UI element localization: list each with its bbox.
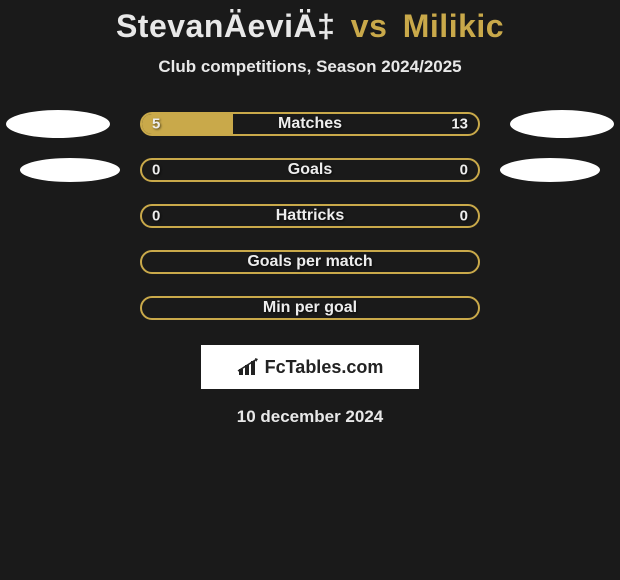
stat-row: 5 13 Matches: [0, 105, 620, 151]
stat-value-left: 5: [152, 116, 160, 133]
stat-row: 0 0 Hattricks: [0, 197, 620, 243]
stat-label: Matches: [278, 115, 342, 133]
stat-value-right: 13: [451, 116, 468, 133]
subtitle: Club competitions, Season 2024/2025: [0, 57, 620, 77]
stat-rows: 5 13 Matches 0 0 Goals 0 0 Hattricks Goals per ma…: [0, 105, 620, 335]
stat-row: Min per goal: [0, 289, 620, 335]
stat-label: Min per goal: [263, 299, 357, 317]
vs-label: vs: [351, 8, 388, 44]
stat-row: Goals per match: [0, 243, 620, 289]
stat-label: Hattricks: [276, 207, 344, 225]
player2-name: Milikic: [403, 8, 504, 44]
stat-bar: Min per goal: [140, 296, 480, 320]
stat-row: 0 0 Goals: [0, 151, 620, 197]
stat-bar: 0 0 Hattricks: [140, 204, 480, 228]
comparison-widget: StevanÄeviÄ‡ vs Milikic Club competition…: [0, 0, 620, 580]
player1-name: StevanÄeviÄ‡: [116, 8, 335, 44]
stat-value-right: 0: [460, 162, 468, 179]
stat-bar: 0 0 Goals: [140, 158, 480, 182]
logo-inner: FcTables.com: [237, 357, 384, 378]
stat-label: Goals: [288, 161, 332, 179]
player1-badge: [20, 158, 120, 182]
bars-icon: [237, 357, 261, 377]
source-logo[interactable]: FcTables.com: [201, 345, 419, 389]
player2-badge: [500, 158, 600, 182]
stat-value-left: 0: [152, 162, 160, 179]
date: 10 december 2024: [0, 407, 620, 427]
stat-value-right: 0: [460, 208, 468, 225]
stat-label: Goals per match: [247, 253, 372, 271]
player2-badge: [510, 110, 614, 138]
stat-value-left: 0: [152, 208, 160, 225]
player1-badge: [6, 110, 110, 138]
logo-text: FcTables.com: [265, 357, 384, 378]
stat-bar: 5 13 Matches: [140, 112, 480, 136]
title: StevanÄeviÄ‡ vs Milikic: [0, 8, 620, 45]
stat-bar: Goals per match: [140, 250, 480, 274]
